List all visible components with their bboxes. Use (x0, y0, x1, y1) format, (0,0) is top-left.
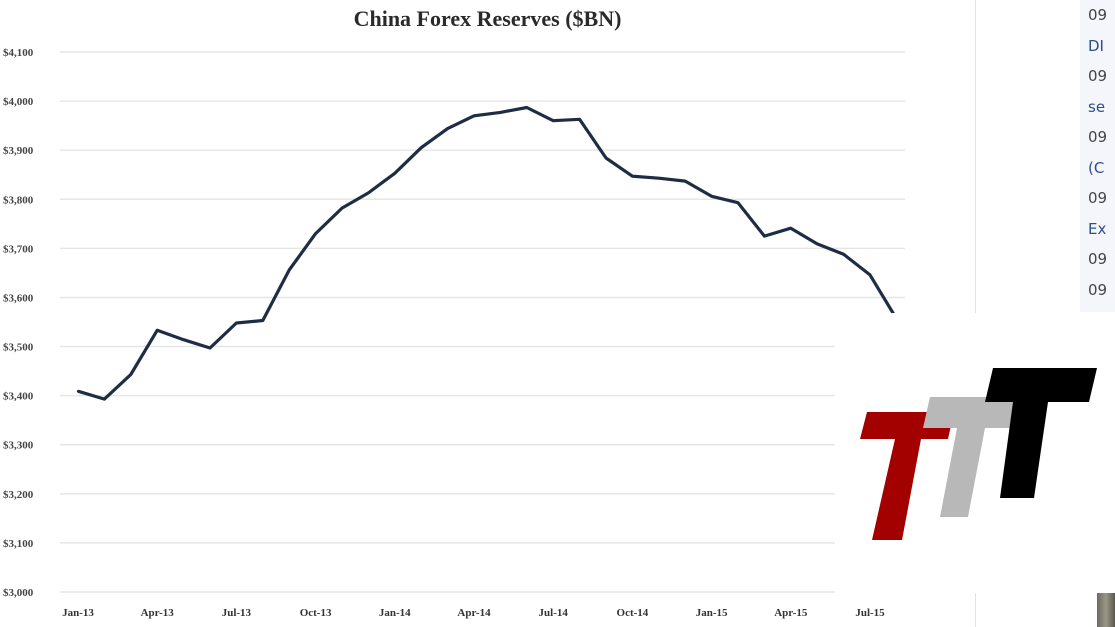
data-point (340, 206, 344, 210)
y-tick-label: $3,800 (3, 194, 34, 206)
data-point (76, 390, 80, 393)
side-line: 09 (1088, 280, 1108, 299)
y-tick-label: $3,200 (3, 489, 34, 501)
y-tick-label: $3,500 (3, 342, 34, 354)
data-point (129, 373, 132, 376)
x-tick-label: Oct-14 (617, 607, 649, 619)
logo-t-red (860, 412, 954, 540)
side-line: 09 (1088, 6, 1108, 24)
data-point (525, 106, 528, 109)
y-tick-label: $3,000 (3, 587, 34, 599)
data-point (499, 111, 502, 114)
data-point (604, 156, 608, 160)
data-point (367, 191, 370, 195)
data-point (816, 242, 819, 246)
y-tick-label: $3,100 (3, 538, 34, 550)
logo-t-gray (923, 397, 1018, 517)
data-point (208, 346, 212, 350)
side-line: 09 (1088, 67, 1108, 85)
x-tick-label: Jul-13 (222, 607, 252, 619)
x-tick-label: Apr-13 (141, 607, 175, 619)
x-tick-label: Jul-14 (539, 607, 569, 619)
side-link[interactable]: (C (1088, 158, 1105, 177)
chart-title: China Forex Reserves ($BN) (353, 6, 622, 31)
x-tick-label: Oct-13 (300, 607, 332, 619)
data-point (446, 127, 449, 130)
side-panel-text: 09 DI 09 se 09 (C 09 Ex 09 09 0. (1080, 0, 1115, 312)
data-point (235, 321, 238, 325)
side-line: 09 (1088, 189, 1108, 207)
data-point (736, 201, 740, 204)
side-link[interactable]: Ex (1088, 219, 1107, 238)
data-point (631, 175, 634, 178)
x-tick-label: Jul-15 (855, 607, 885, 619)
data-point (472, 114, 476, 118)
y-tick-label: $3,700 (3, 243, 34, 255)
line-chart: $3,000 $3,100 $3,200 $3,300 $3,400 $3,500 $3,6… (3, 47, 905, 619)
data-point (684, 179, 687, 183)
side-link[interactable]: se (1088, 97, 1106, 116)
data-point (578, 118, 581, 121)
logo-t-black (985, 368, 1097, 498)
data-point (182, 338, 185, 341)
data-point (156, 329, 159, 332)
data-point (261, 319, 264, 322)
x-tick-label: Apr-14 (457, 607, 491, 619)
data-point (393, 172, 396, 175)
data-point (842, 253, 845, 256)
side-line: 09 (1088, 250, 1108, 268)
data-point (103, 397, 106, 401)
ttt-logo (835, 313, 1115, 593)
y-tick-label: $4,100 (3, 47, 34, 59)
data-point (420, 146, 423, 149)
data-point (763, 234, 766, 238)
y-tick-label: $3,300 (3, 440, 34, 452)
y-tick-label: $4,000 (3, 96, 34, 108)
side-line: 0. (1080, 305, 1115, 312)
data-point (789, 227, 792, 230)
data-point (552, 119, 555, 122)
thumbnail-image (1097, 593, 1115, 627)
y-tick-label: $3,400 (3, 391, 34, 403)
data-point (657, 176, 660, 180)
y-tick-label: $3,600 (3, 292, 34, 304)
data-point (314, 232, 317, 235)
data-point (868, 273, 872, 277)
series-line (77, 105, 898, 401)
x-tick-label: Apr-15 (774, 607, 808, 619)
chart-panel: China Forex Reserves ($BN) $3,000 $3,100 $… (3, 0, 976, 627)
x-tick-label: Jan-13 (62, 607, 94, 619)
data-point (288, 268, 291, 272)
y-tick-label: $3,900 (3, 145, 34, 157)
side-line: 09 (1088, 128, 1108, 146)
side-link[interactable]: DI (1088, 36, 1104, 55)
x-tick-label: Jan-14 (379, 607, 411, 619)
data-point (710, 195, 713, 198)
x-tick-label: Jan-15 (696, 607, 728, 619)
